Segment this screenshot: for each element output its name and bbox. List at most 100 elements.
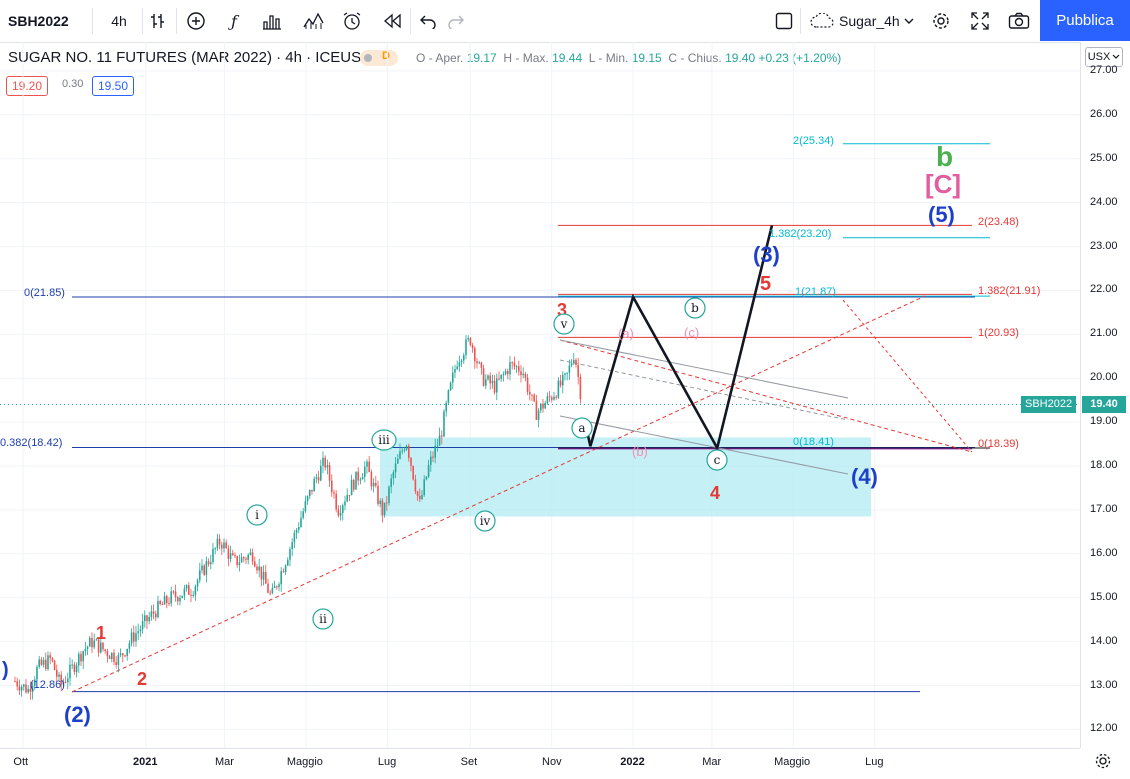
trend-line [559,339,973,453]
candle-body [557,380,560,398]
candle-body [484,379,487,386]
wave-label: i [255,508,259,522]
candle-body [183,588,186,596]
trend-line [842,299,973,453]
candle-body [333,492,335,494]
candle-body [570,363,573,366]
candle-body [170,591,172,604]
time-tick-label: Ott [13,756,29,768]
candle-body [370,472,373,487]
candle-body [471,345,474,349]
candle-body [531,394,533,396]
redo-icon[interactable] [444,6,468,36]
alert-icon[interactable] [340,6,364,36]
buy-price-button[interactable]: 19.50 [92,76,135,96]
instrument-title[interactable]: SUGAR NO. 11 FUTURES (MAR 2022) · 4h · I… [8,49,362,66]
data-delay-badge[interactable]: D [360,50,398,66]
symbol-search-button[interactable]: SBH2022 [8,13,69,29]
wave-label: 3 [557,300,567,320]
fx-icon[interactable]: ƒ [231,11,237,31]
time-axis[interactable] [0,748,1080,779]
sell-price-button[interactable]: 19.20 [6,76,49,96]
wave-label: 5 [760,273,771,295]
candle-body [295,529,298,533]
compare-icon[interactable] [260,6,284,36]
currency-selector[interactable]: USX [1085,47,1123,67]
candle-body [273,586,276,588]
candle-body [132,632,135,642]
candle-body [18,686,21,691]
candle-body [220,544,223,549]
chevron-down-icon[interactable] [902,6,916,36]
candle-body [73,664,76,672]
candle-body [339,512,342,516]
candle-body [137,631,139,634]
toolbar-separator [176,8,177,34]
market-status-dot [364,54,372,62]
candle-body [410,457,412,467]
price-chart[interactable]: 0(21.85) 0.382(18.42) (12.86) 2(25.34) 1.382… [0,42,1080,748]
candle-body [383,502,386,516]
projection-path [583,225,774,452]
candle-body [117,655,120,665]
settings-icon[interactable] [929,6,953,36]
undo-icon[interactable] [416,6,440,36]
candle-body [528,391,531,395]
candle-body [344,501,346,506]
time-tick-label: Nov [542,756,562,768]
candle-body [511,362,513,364]
candle-body [201,565,203,571]
candle-body [91,637,93,648]
candle-body [60,674,62,685]
candle-body [49,655,51,659]
candle-body [139,629,142,632]
candle-body [467,337,469,340]
candle-body [381,500,384,516]
candle-body [146,615,148,622]
candle-body [357,471,359,481]
add-icon[interactable] [184,6,208,36]
axis-settings-icon[interactable] [1094,752,1114,772]
layout-name-button[interactable]: Sugar_4h [839,13,900,29]
candle-body [317,477,320,481]
candle-body [550,397,553,400]
price-axis[interactable] [1080,42,1130,748]
candle-body [267,583,269,593]
candle-body [97,639,100,653]
fullscreen-icon[interactable] [968,6,992,36]
candle-body [434,445,436,458]
support-zone [380,437,871,517]
candle-body [440,435,443,437]
candle-body [493,380,496,393]
price-tick-label: 15.00 [1090,590,1118,603]
candle-body [396,458,399,464]
high-value: 19.44 [552,51,583,65]
wave-label: b [691,301,699,315]
candle-body [262,571,265,580]
candle-body [115,662,117,665]
camera-icon[interactable] [1006,6,1032,36]
layout-icon[interactable] [772,6,796,36]
candle-body [421,494,423,500]
candle-body [284,565,287,573]
candle-body [535,401,538,420]
candle-body [458,362,461,367]
candle-body [361,476,364,480]
change-value: +0.23 (+1.20%) [758,51,842,65]
indicators-icon[interactable] [302,6,326,36]
price-tick-label: 18.00 [1090,459,1118,471]
candle-body [564,373,566,375]
candle-body [27,688,29,693]
candle-body [328,465,331,481]
publish-button[interactable]: Pubblica [1040,0,1130,41]
bar-style-icon[interactable] [146,6,170,36]
candle-body [286,559,289,566]
interval-button[interactable]: 4h [111,13,127,29]
candle-body [513,362,516,367]
open-value: 19.17 [466,51,497,65]
replay-icon[interactable] [380,6,404,36]
candle-body [515,366,518,368]
wave-label: (b) [632,444,648,459]
candle-body [473,348,476,362]
candle-body [451,372,454,383]
